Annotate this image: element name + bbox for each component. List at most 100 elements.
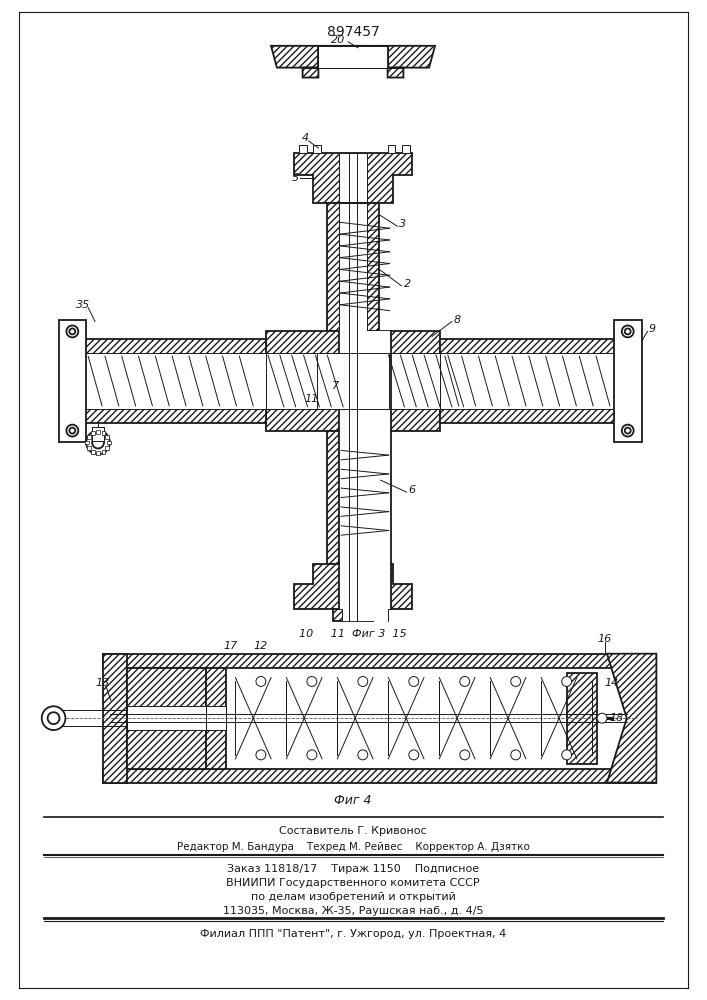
Text: Филиал ППП "Патент", г. Ужгород, ул. Проектная, 4: Филиал ППП "Патент", г. Ужгород, ул. Про… — [200, 929, 506, 939]
Bar — [90, 450, 95, 454]
Polygon shape — [271, 46, 435, 78]
Bar — [103, 654, 127, 783]
Bar — [86, 440, 89, 444]
Circle shape — [42, 706, 66, 730]
Bar — [327, 431, 379, 564]
Bar — [103, 654, 656, 668]
Bar — [107, 440, 111, 444]
Bar — [206, 706, 226, 730]
Bar — [90, 431, 95, 435]
Bar — [266, 353, 440, 409]
Text: 4: 4 — [302, 133, 309, 143]
Circle shape — [409, 750, 419, 760]
Text: Заказ 11818/17    Тираж 1150    Подписное: Заказ 11818/17 Тираж 1150 Подписное — [227, 864, 479, 874]
Text: 11: 11 — [305, 394, 319, 404]
Bar — [103, 769, 656, 783]
Circle shape — [460, 677, 469, 686]
Bar — [342, 609, 387, 621]
Bar — [102, 450, 105, 454]
Bar — [87, 446, 90, 450]
Bar — [127, 706, 206, 730]
Bar — [83, 353, 266, 409]
Bar — [614, 320, 641, 442]
Bar — [127, 668, 206, 769]
Circle shape — [66, 325, 78, 337]
Bar — [96, 451, 100, 455]
Text: 8: 8 — [453, 315, 460, 325]
Text: 9: 9 — [649, 324, 656, 334]
Text: 10     11  Фиг 3  15: 10 11 Фиг 3 15 — [299, 629, 407, 639]
Circle shape — [510, 677, 520, 686]
Bar — [333, 609, 373, 621]
Circle shape — [358, 677, 368, 686]
Text: 17: 17 — [223, 641, 238, 651]
Polygon shape — [293, 564, 412, 609]
Circle shape — [92, 437, 104, 448]
Circle shape — [69, 328, 76, 334]
Circle shape — [69, 428, 76, 434]
Circle shape — [66, 425, 78, 437]
Bar — [402, 145, 410, 153]
Bar — [105, 435, 110, 439]
Circle shape — [409, 677, 419, 686]
Circle shape — [358, 750, 368, 760]
Bar — [317, 353, 389, 409]
Text: Фиг 4: Фиг 4 — [334, 794, 372, 807]
Text: 5: 5 — [292, 173, 299, 183]
Bar — [96, 430, 100, 434]
Circle shape — [510, 750, 520, 760]
Circle shape — [307, 677, 317, 686]
Text: 35: 35 — [76, 300, 90, 310]
Text: ВНИИПИ Государственного комитета СССР: ВНИИПИ Государственного комитета СССР — [226, 878, 480, 888]
Text: Редактор М. Бандура    Техред М. Рейвес    Корректор А. Дзятко: Редактор М. Бандура Техред М. Рейвес Кор… — [177, 842, 530, 852]
Text: 18: 18 — [609, 713, 624, 723]
Circle shape — [47, 712, 59, 724]
Bar — [83, 339, 266, 423]
Circle shape — [256, 750, 266, 760]
Text: по делам изобретений и открытий: по делам изобретений и открытий — [250, 892, 455, 902]
Bar — [102, 431, 105, 435]
Circle shape — [625, 328, 631, 334]
Bar — [318, 46, 387, 68]
Bar — [339, 202, 367, 331]
Bar — [206, 668, 226, 769]
Circle shape — [597, 713, 607, 723]
Circle shape — [460, 750, 469, 760]
Bar — [266, 331, 440, 431]
Circle shape — [562, 677, 572, 686]
Polygon shape — [293, 153, 412, 202]
Circle shape — [307, 750, 317, 760]
Text: Составитель Г. Кривонос: Составитель Г. Кривонос — [279, 826, 427, 836]
Bar — [298, 145, 307, 153]
Bar — [339, 153, 367, 202]
Bar — [440, 339, 617, 423]
Bar — [105, 446, 110, 450]
Bar — [59, 320, 86, 442]
Bar — [327, 202, 379, 331]
Circle shape — [256, 677, 266, 686]
Text: 12: 12 — [253, 641, 267, 651]
Text: 13: 13 — [96, 678, 110, 688]
Text: 897457: 897457 — [327, 25, 380, 39]
Text: 113035, Москва, Ж-35, Раушская наб., д. 4/5: 113035, Москва, Ж-35, Раушская наб., д. … — [223, 906, 484, 916]
Bar — [339, 564, 390, 609]
Bar — [387, 145, 395, 153]
Circle shape — [562, 750, 572, 760]
Text: 2: 2 — [404, 279, 411, 289]
Text: 14: 14 — [604, 678, 619, 688]
Circle shape — [625, 428, 631, 434]
Polygon shape — [607, 654, 656, 783]
Circle shape — [86, 431, 110, 454]
Circle shape — [621, 425, 633, 437]
Bar — [339, 431, 390, 564]
Bar — [568, 673, 597, 764]
Text: 3: 3 — [399, 219, 406, 229]
Bar — [339, 331, 390, 431]
Circle shape — [621, 325, 633, 337]
Bar — [87, 435, 90, 439]
Text: 6: 6 — [409, 485, 416, 495]
Text: 20: 20 — [331, 35, 345, 45]
Text: 7: 7 — [332, 381, 339, 391]
Bar — [440, 353, 617, 409]
Bar — [313, 145, 322, 153]
